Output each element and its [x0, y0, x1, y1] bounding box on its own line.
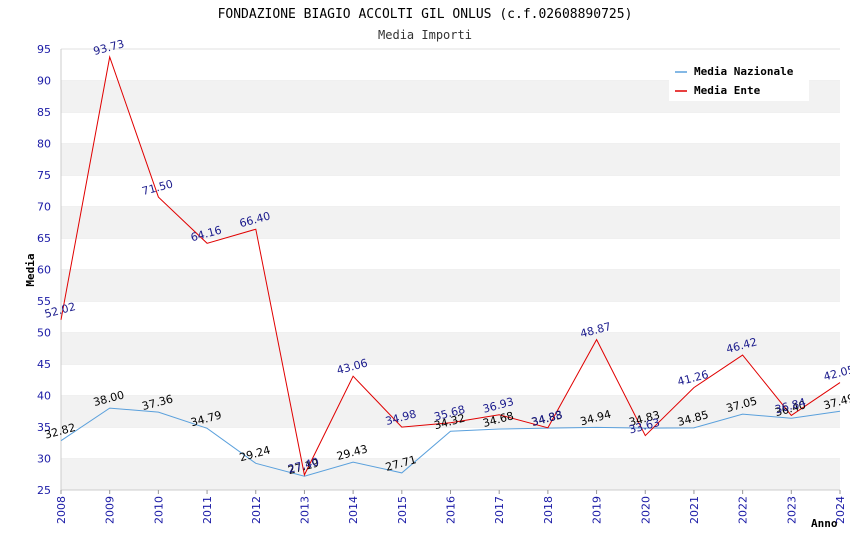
x-tick-label: 2009 [104, 496, 117, 524]
grid-band [61, 269, 840, 301]
y-tick-label: 70 [37, 201, 51, 214]
x-tick-label: 2016 [445, 496, 458, 524]
x-tick-label: 2013 [298, 496, 311, 524]
grid-band [61, 112, 840, 144]
grid-band [61, 395, 840, 427]
x-tick-label: 2015 [396, 496, 409, 524]
x-tick-label: 2020 [639, 496, 652, 524]
y-tick-label: 30 [37, 453, 51, 466]
y-axis-label: Media [24, 253, 37, 286]
y-tick-label: 25 [37, 484, 51, 497]
x-tick-label: 2021 [688, 496, 701, 524]
y-tick-label: 50 [37, 327, 51, 340]
grid-band [61, 206, 840, 238]
legend-label-nazionale: Media Nazionale [694, 65, 794, 78]
legend-label-ente: Media Ente [694, 84, 761, 97]
grid-band [61, 175, 840, 207]
y-tick-label: 95 [37, 43, 51, 56]
y-tick-label: 90 [37, 75, 51, 88]
y-tick-label: 35 [37, 421, 51, 434]
x-tick-label: 2019 [591, 496, 604, 524]
chart-title: FONDAZIONE BIAGIO ACCOLTI GIL ONLUS (c.f… [218, 7, 633, 22]
x-tick-label: 2011 [201, 496, 214, 524]
axes: 25 30 35 40 45 50 55 60 65 70 75 80 85 90 95 2008 2009 20… [37, 43, 847, 524]
legend: Media Nazionale Media Ente [669, 59, 809, 101]
y-tick-label: 65 [37, 232, 51, 245]
grid-band [61, 238, 840, 270]
y-tick-label: 40 [37, 390, 51, 403]
grid-band [61, 427, 840, 459]
y-tick-label: 45 [37, 358, 51, 371]
x-tick-label: 2017 [493, 496, 506, 524]
x-tick-label: 2022 [737, 496, 750, 524]
chart-subtitle: Media Importi [378, 28, 472, 42]
x-tick-label: 2010 [152, 496, 165, 524]
grid-band [61, 143, 840, 175]
x-tick-label: 2024 [834, 496, 847, 524]
grid-band [61, 458, 840, 490]
grid-band [61, 301, 840, 333]
legend-box [669, 59, 809, 101]
y-tick-label: 75 [37, 169, 51, 182]
grid-band [61, 332, 840, 364]
series-line-nazionale [60, 407, 841, 477]
x-tick-label: 2008 [55, 496, 68, 524]
series-line-ente [60, 55, 841, 477]
series-lines [60, 55, 841, 477]
x-tick-label: 2018 [542, 496, 555, 524]
y-tick-label: 85 [37, 106, 51, 119]
x-tick-label: 2014 [347, 496, 360, 524]
y-tick-label: 55 [37, 295, 51, 308]
grid-band [61, 364, 840, 396]
x-tick-label: 2012 [250, 496, 263, 524]
y-tick-label: 80 [37, 138, 51, 151]
y-tick-label: 60 [37, 264, 51, 277]
x-axis-label: Anno [811, 517, 838, 530]
x-tick-label: 2023 [785, 496, 798, 524]
